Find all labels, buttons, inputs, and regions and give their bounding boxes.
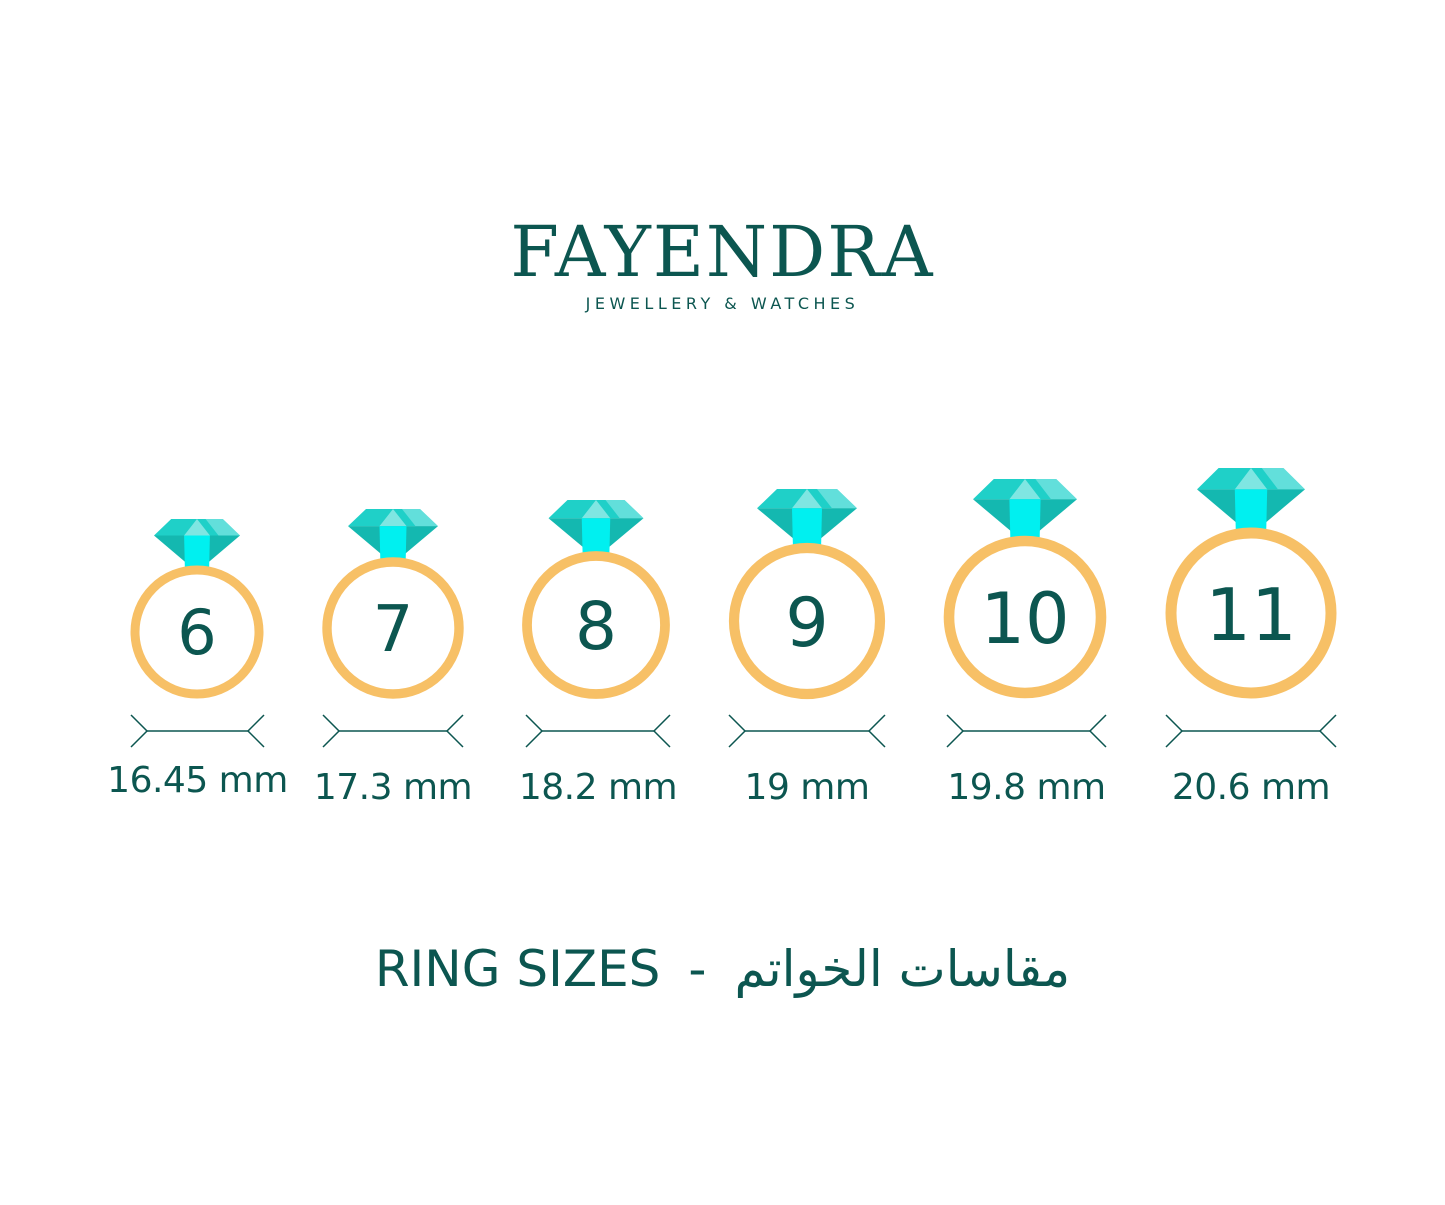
brand-logo: FAYENDRA xyxy=(510,211,935,293)
diameter-label: 19.8 mm xyxy=(947,767,1106,808)
arrow-left xyxy=(728,714,747,748)
diamond-facet xyxy=(379,509,407,527)
ring-size-number: 11 xyxy=(1205,573,1297,657)
arrow-right xyxy=(445,714,464,748)
diameter-label: 17.3 mm xyxy=(313,767,473,808)
separator: - xyxy=(688,940,707,998)
diamond-icon xyxy=(348,509,438,564)
arrow-right xyxy=(246,714,265,748)
diameter-measure-line xyxy=(525,714,671,748)
diamond-facet xyxy=(792,489,822,509)
title-english: RING SIZES xyxy=(374,940,661,998)
diamond-facet xyxy=(817,489,857,509)
ring-size-6: 6 xyxy=(130,519,265,748)
diamond-facet xyxy=(379,526,407,564)
diamond-facet xyxy=(581,500,611,519)
diameter-measure-line xyxy=(322,714,464,748)
diamond-facet xyxy=(1009,479,1041,500)
diamond-facet xyxy=(1261,468,1305,490)
diameter-label: 18.2 mm xyxy=(518,767,678,808)
ring-size-10: 10 xyxy=(943,479,1107,748)
arrow-right xyxy=(867,714,886,748)
ring-size-11: 11 xyxy=(1165,468,1337,748)
diamond-facet xyxy=(402,509,438,527)
arrow-left xyxy=(946,714,965,748)
ring-band xyxy=(943,535,1107,699)
diamond-icon xyxy=(757,489,857,550)
diameter-label: 16.45 mm xyxy=(107,760,288,801)
ring-size-number: 7 xyxy=(373,593,414,667)
ring-size-number: 8 xyxy=(575,588,617,665)
diamond-facet xyxy=(605,500,644,519)
diamond-facet xyxy=(205,519,240,536)
diameter-measure-line xyxy=(946,714,1107,748)
arrow-right xyxy=(1088,714,1107,748)
diamond-facet xyxy=(184,535,210,572)
arrow-right xyxy=(1318,714,1337,748)
diamond-icon xyxy=(154,519,240,572)
ring-band xyxy=(522,551,670,699)
diameter-label: 20.6 mm xyxy=(1171,767,1331,808)
title-arabic: مقاسات الخواتم xyxy=(734,940,1071,998)
diamond-facet xyxy=(1234,468,1268,490)
footer-title: RING SIZES - مقاسات الخواتم xyxy=(0,940,1445,998)
ring-size-7: 7 xyxy=(322,509,464,748)
diameter-label: 19 mm xyxy=(744,767,870,808)
arrow-left xyxy=(525,714,544,748)
diamond-facet xyxy=(1009,499,1041,543)
ring-size-9: 9 xyxy=(728,489,886,748)
ring-size-number: 6 xyxy=(177,596,216,669)
arrow-left xyxy=(1165,714,1184,748)
diamond-facet xyxy=(581,518,611,558)
ring-band xyxy=(322,557,464,699)
diamond-facet xyxy=(792,508,822,550)
ring-size-8: 8 xyxy=(522,500,671,748)
arrow-left xyxy=(322,714,341,748)
diamond-icon xyxy=(973,479,1077,543)
diameter-measure-line xyxy=(728,714,886,748)
ring-band xyxy=(1165,527,1337,699)
arrow-right xyxy=(652,714,671,748)
diameter-measure-line xyxy=(1165,714,1337,748)
arrow-left xyxy=(130,714,149,748)
diameter-measure-line xyxy=(130,714,265,748)
brand-tagline: JEWELLERY & WATCHES xyxy=(585,294,860,313)
diamond-icon xyxy=(1197,468,1305,535)
diamond-icon xyxy=(548,500,644,558)
diamond-facet xyxy=(184,519,210,536)
diamond-facet xyxy=(1234,489,1268,535)
diamond-facet xyxy=(1035,479,1077,500)
ring-size-number: 9 xyxy=(785,584,828,663)
ring-band xyxy=(130,565,264,699)
ring-band xyxy=(728,542,886,700)
ring-size-number: 10 xyxy=(980,578,1069,660)
